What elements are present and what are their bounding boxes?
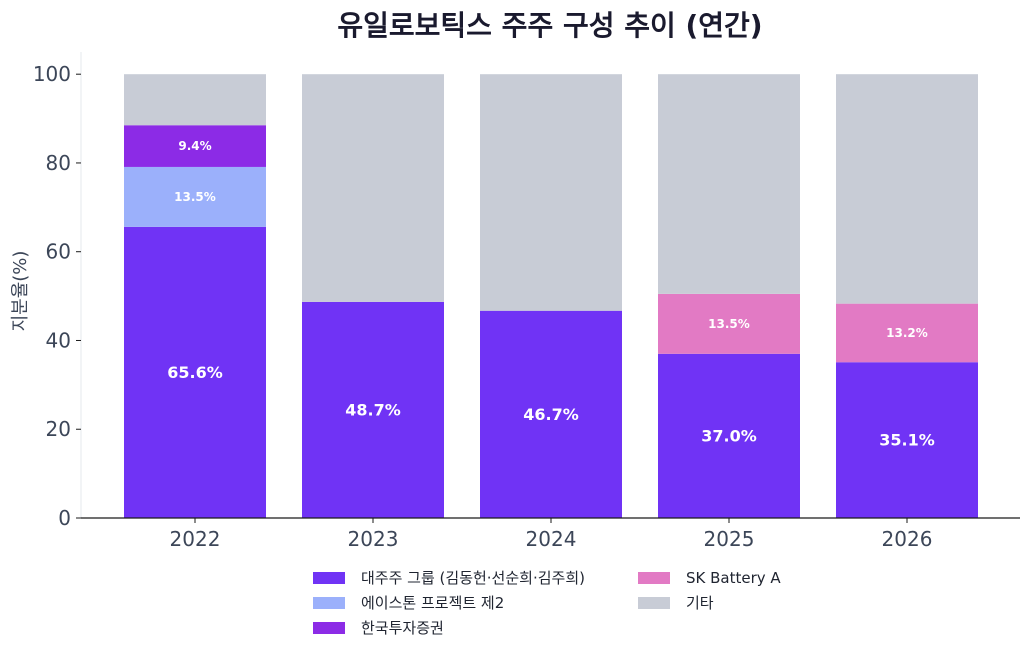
chart-title: 유일로보틱스 주주 구성 추이 (연간) (337, 9, 762, 42)
x-tick-label: 2025 (704, 527, 755, 551)
legend-label: 기타 (686, 594, 714, 612)
bar-segment (480, 310, 622, 518)
data-label: 35.1% (879, 431, 935, 450)
legend-label: 한국투자증권 (361, 619, 444, 637)
legend: 대주주 그룹 (김동헌·선순희·김주희) 에이스톤 프로젝트 제2 한국투자증권 SK… (313, 569, 781, 637)
bar-segment (124, 125, 266, 167)
x-tick-label: 2024 (526, 527, 577, 551)
legend-swatch (313, 572, 345, 584)
data-label: 37.0% (701, 426, 757, 445)
bar-segment (302, 74, 444, 302)
bar-segment (124, 74, 266, 126)
y-tick-label: 40 (46, 328, 71, 352)
y-tick-label: 20 (46, 417, 71, 441)
y-axis-label: 지분율(%) (10, 251, 31, 332)
data-label: 9.4% (178, 139, 211, 153)
legend-swatch (638, 597, 670, 609)
bar-segment (302, 301, 444, 518)
bar-segment (124, 226, 266, 518)
data-label: 65.6% (167, 363, 223, 382)
data-label: 13.5% (708, 317, 750, 331)
x-tick-label: 2026 (882, 527, 933, 551)
legend-swatch (313, 622, 345, 634)
y-tick-label: 100 (33, 62, 71, 86)
bar-segment (658, 293, 800, 354)
legend-item: 한국투자증권 (313, 619, 444, 637)
y-tick-label: 60 (46, 240, 71, 264)
legend-item: SK Battery A (638, 569, 781, 587)
legend-item: 대주주 그룹 (김동헌·선순희·김주희) (313, 569, 585, 587)
data-label: 48.7% (345, 400, 401, 419)
y-tick-label: 0 (58, 506, 71, 530)
bar-segment (836, 74, 978, 304)
y-tick-label: 80 (46, 151, 71, 175)
legend-item: 에이스톤 프로젝트 제2 (313, 594, 504, 612)
data-label: 46.7% (523, 405, 579, 424)
bar-segment (836, 362, 978, 518)
legend-swatch (313, 597, 345, 609)
data-label: 13.5% (174, 190, 216, 204)
plot-area: 65.6% 13.5% 9.4% 48.7% 46.7% 37.0% 13.5% 35.1% 1… (33, 52, 1020, 551)
legend-swatch (638, 572, 670, 584)
bar-segment (658, 74, 800, 294)
data-label: 13.2% (886, 326, 928, 340)
bar-segment (836, 303, 978, 363)
legend-item: 기타 (638, 594, 714, 612)
x-tick-label: 2023 (348, 527, 399, 551)
legend-label: 대주주 그룹 (김동헌·선순희·김주희) (361, 569, 585, 587)
bar-segment (480, 74, 622, 311)
legend-label: 에이스톤 프로젝트 제2 (361, 594, 504, 612)
legend-label: SK Battery A (686, 569, 781, 587)
bar-segment (124, 166, 266, 227)
bar-segment (658, 353, 800, 518)
x-tick-label: 2022 (170, 527, 221, 551)
